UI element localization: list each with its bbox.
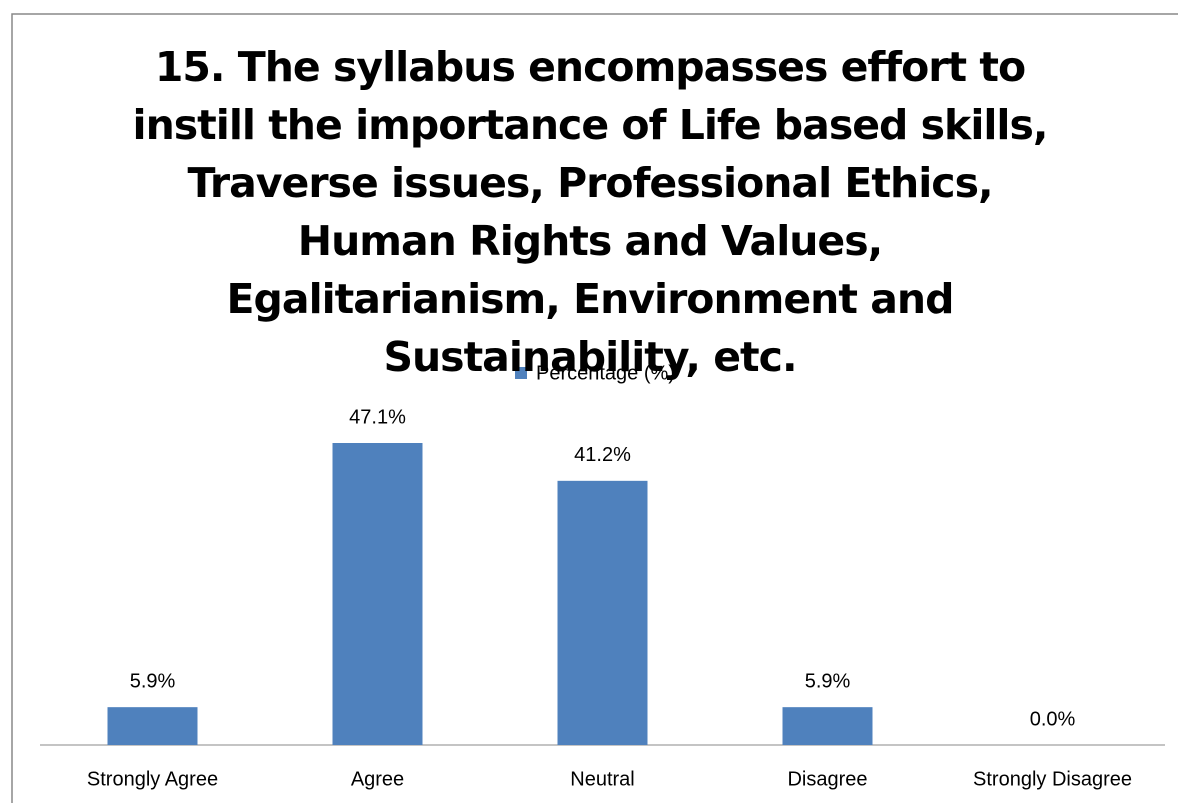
bar [557, 480, 648, 745]
x-tick-label: Disagree [787, 768, 867, 790]
x-tick-label: Agree [351, 768, 404, 790]
data-label: 47.1% [349, 406, 406, 428]
chart-frame [11, 13, 1178, 803]
bar [782, 707, 873, 745]
data-label: 5.9% [805, 670, 851, 692]
x-tick-label: Strongly Agree [87, 768, 218, 790]
data-label: 5.9% [130, 670, 176, 692]
x-tick-label: Strongly Disagree [973, 768, 1132, 790]
legend-swatch [515, 367, 527, 379]
bar [107, 707, 198, 745]
x-tick-label: Neutral [570, 768, 634, 790]
bar [332, 443, 423, 745]
data-label: 0.0% [1030, 708, 1076, 730]
legend-label: Percentage (%) [536, 362, 675, 384]
data-label: 41.2% [574, 444, 631, 466]
chart-title: 15. The syllabus encompasses effort to i… [132, 43, 1049, 381]
